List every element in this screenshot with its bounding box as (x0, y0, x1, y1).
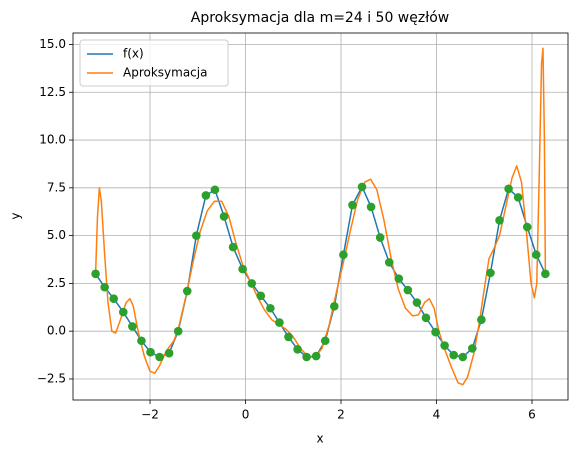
y-axis-label: y (9, 212, 23, 219)
node-point (164, 348, 174, 358)
node-point (201, 191, 211, 200)
y-tick-label: 2.5 (47, 276, 66, 290)
node-point (330, 302, 339, 311)
node-point (275, 318, 284, 327)
node-point (320, 336, 330, 346)
node-point (495, 216, 504, 225)
node-point (421, 313, 431, 323)
node-point (531, 250, 541, 260)
node-point (91, 269, 100, 279)
y-tick-label: 5.0 (47, 228, 66, 242)
node-point (100, 282, 109, 292)
node-point (403, 285, 413, 295)
node-point (228, 242, 238, 252)
node-point (375, 233, 385, 242)
x-tick-label: 6 (528, 408, 536, 422)
x-axis-label: x (316, 432, 323, 446)
plot-frame (72, 32, 569, 401)
y-tick-label: 7.5 (47, 180, 66, 194)
node-point (155, 352, 164, 362)
y-tick-label: 15.0 (39, 37, 66, 51)
node-point (394, 274, 404, 283)
node-point (302, 352, 311, 362)
node-point (293, 345, 302, 354)
node-point (431, 327, 440, 337)
node-point (128, 322, 137, 331)
y-tick-label: 10.0 (39, 133, 66, 147)
node-point (238, 264, 247, 274)
node-point (513, 193, 523, 202)
node-point (219, 212, 229, 221)
node-point (504, 184, 513, 194)
node-point (522, 222, 532, 232)
node-point (458, 352, 468, 362)
node-point (486, 268, 495, 278)
node-point (440, 341, 449, 350)
node-point (311, 351, 321, 361)
node-point (256, 291, 266, 301)
node-point (284, 332, 293, 342)
legend-label: Aproksymacja (123, 66, 207, 80)
x-tick-label: 4 (433, 408, 441, 422)
line-series (94, 47, 547, 386)
node-point (449, 350, 458, 360)
node-point (357, 182, 367, 192)
node-point (118, 307, 128, 317)
node-point (348, 200, 357, 210)
y-tick-label: 12.5 (39, 85, 66, 99)
legend-box (79, 39, 229, 87)
node-point (173, 326, 183, 336)
node-point (146, 347, 155, 357)
node-point (182, 286, 192, 296)
node-point (339, 250, 348, 260)
node-point (412, 298, 422, 307)
legend-label: f(x) (123, 47, 144, 61)
node-point (210, 185, 220, 195)
node-point (247, 279, 257, 288)
node-point (384, 258, 394, 267)
chart-title: Aproksymacja dla m=24 i 50 węzłów (191, 10, 449, 26)
node-point (541, 269, 550, 279)
x-tick-label: 2 (337, 408, 345, 422)
x-tick-label: −2 (141, 408, 159, 422)
x-tick-label: 0 (242, 408, 250, 422)
node-point (477, 315, 486, 325)
node-point (468, 344, 477, 353)
node-point (192, 231, 201, 240)
node-point (266, 303, 275, 313)
y-tick-label: −2.5 (37, 371, 66, 385)
y-tick-label: 0.0 (47, 324, 66, 338)
node-point (109, 294, 119, 303)
node-point (366, 202, 376, 212)
node-point (137, 336, 146, 346)
